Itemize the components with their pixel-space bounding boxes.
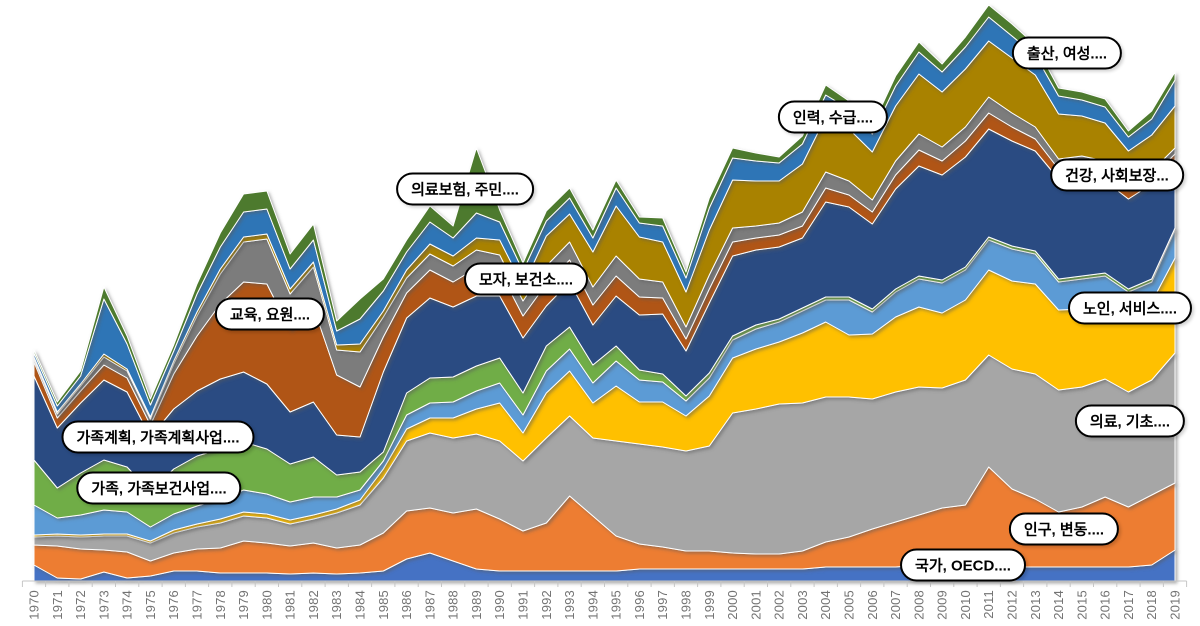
x-axis-year-label: 1977: [190, 590, 205, 620]
x-axis-year-label: 2012: [1005, 590, 1020, 620]
x-axis-year-label: 2015: [1074, 590, 1089, 620]
x-axis-year-label: 2018: [1144, 590, 1159, 620]
x-axis-year-label: 2006: [865, 590, 880, 620]
x-axis-year-label: 1983: [329, 590, 344, 620]
area-series-11[interactable]: [33, 4, 1176, 407]
x-axis-year-label: 1970: [27, 590, 42, 620]
x-axis-year-label: 1996: [632, 590, 647, 620]
series-callout-label[interactable]: 모자, 보건소....: [463, 262, 589, 296]
series-callout-label[interactable]: 건강, 사회보장...: [1050, 158, 1184, 192]
x-axis-year-label: 2000: [725, 590, 740, 620]
x-axis-year-label: 1998: [679, 590, 694, 620]
series-callout-label[interactable]: 국가, OECD....: [900, 548, 1026, 582]
series-callout-label[interactable]: 인구, 변동....: [1008, 512, 1120, 546]
x-axis-year-label: 2002: [772, 590, 787, 620]
x-axis-year-label: 1985: [376, 590, 391, 620]
x-axis-year-label: 2014: [1051, 590, 1066, 620]
x-axis-year-label: 2011: [981, 590, 996, 619]
series-callout-label[interactable]: 의료보험, 주민....: [396, 172, 534, 206]
x-axis-year-label: 1979: [236, 590, 251, 620]
x-axis-year-label: 2008: [911, 590, 926, 620]
series-callout-label[interactable]: 의료, 기초....: [1074, 404, 1186, 438]
x-axis-year-label: 1989: [469, 590, 484, 620]
x-axis-year-label: 1973: [96, 590, 111, 620]
x-axis-year-label: 1993: [562, 590, 577, 620]
x-axis-year-label: 1990: [492, 590, 507, 620]
x-axis-year-label: 2019: [1168, 590, 1183, 620]
x-axis-year-label: 1984: [353, 590, 368, 620]
x-axis-year-label: 1992: [539, 590, 554, 620]
x-axis-year-label: 1980: [259, 590, 274, 620]
x-axis-year-label: 2003: [795, 590, 810, 620]
x-axis-year-label: 1972: [73, 590, 88, 620]
x-axis-year-label: 1994: [585, 590, 600, 620]
x-axis-year-label: 1991: [516, 590, 531, 620]
x-axis-year-label: 2010: [958, 590, 973, 620]
series-callout-label[interactable]: 노인, 서비스....: [1067, 291, 1193, 325]
x-axis-year-label: 2009: [935, 590, 950, 620]
series-callout-label[interactable]: 인력, 수급....: [777, 100, 889, 134]
x-axis-year-label: 1978: [213, 590, 228, 620]
x-axis-year-label: 1971: [50, 590, 65, 620]
x-axis-year-label: 2013: [1028, 590, 1043, 620]
x-axis-year-label: 1995: [609, 590, 624, 620]
x-axis-year-label: 1987: [422, 590, 437, 620]
x-axis-year-label: 1981: [283, 590, 298, 620]
x-axis-year-label: 2017: [1121, 590, 1136, 620]
series-callout-label[interactable]: 가족, 가족보건사업....: [76, 471, 242, 505]
x-axis-year-label: 1975: [143, 590, 158, 620]
x-axis-year-label: 2005: [842, 590, 857, 620]
x-axis-year-label: 1997: [655, 590, 670, 620]
series-callout-label[interactable]: 가족계획, 가족계획사업....: [61, 420, 255, 454]
series-callout-label[interactable]: 교육, 요원....: [214, 297, 326, 331]
x-axis-year-label: 2004: [818, 590, 833, 620]
x-axis-year-label: 1976: [166, 590, 181, 620]
series-callout-label[interactable]: 출산, 여성....: [1011, 36, 1123, 70]
x-axis-year-label: 1999: [702, 590, 717, 620]
x-axis-year-label: 2001: [748, 590, 763, 620]
x-axis-year-label: 1982: [306, 590, 321, 620]
x-axis-year-label: 2007: [888, 590, 903, 620]
x-axis-year-label: 1974: [120, 590, 135, 620]
x-axis-year-label: 2016: [1098, 590, 1113, 620]
x-axis-year-label: 1988: [446, 590, 461, 620]
x-axis-year-label: 1986: [399, 590, 414, 620]
